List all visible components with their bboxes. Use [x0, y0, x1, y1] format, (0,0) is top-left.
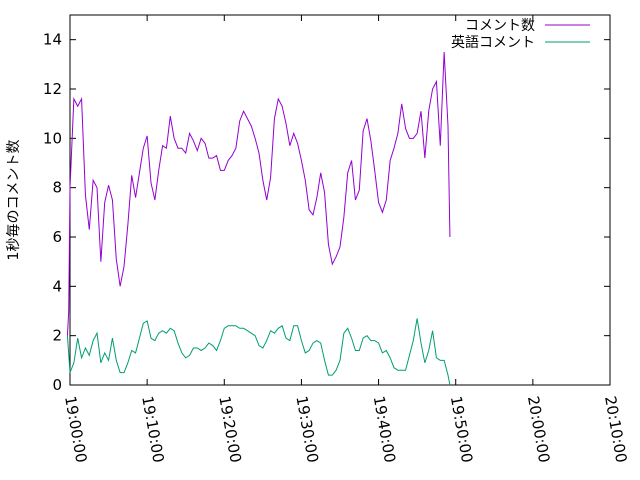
y-tick-label: 2 [52, 327, 62, 345]
y-tick-label: 0 [52, 376, 62, 394]
series-layer [66, 51, 451, 386]
legend-label-1: 英語コメント [451, 34, 535, 51]
x-tick-label: 19:00:00 [61, 395, 90, 464]
x-tick-label: 19:30:00 [292, 395, 321, 464]
x-axis: 19:00:00 19:10:00 19:20:00 19:30:00 19:40:00… [61, 15, 630, 464]
plot-border [69, 14, 611, 386]
x-tick-label: 19:20:00 [215, 395, 244, 464]
y-tick-label: 10 [43, 129, 62, 147]
y-axis: 0 2 4 6 8 10 12 14 [43, 31, 610, 394]
x-tick-label: 19:10:00 [138, 395, 167, 464]
series-line-1 [66, 318, 451, 386]
x-tick-label: 20:10:00 [601, 395, 630, 464]
x-tick-label: 20:00:00 [524, 395, 553, 464]
y-tick-label: 14 [43, 31, 62, 49]
plot-frame [69, 14, 611, 386]
legend-label-0: コメント数 [465, 18, 535, 34]
y-tick-label: 12 [43, 80, 62, 98]
x-tick-label: 19:40:00 [370, 395, 399, 464]
y-axis-label: 1秒毎のコメント数 [6, 140, 22, 261]
y-tick-label: 6 [52, 228, 62, 246]
series-line-0 [66, 51, 451, 336]
y-tick-label: 8 [52, 179, 62, 197]
x-tick-label: 19:50:00 [447, 395, 476, 464]
y-tick-label: 4 [52, 277, 62, 295]
